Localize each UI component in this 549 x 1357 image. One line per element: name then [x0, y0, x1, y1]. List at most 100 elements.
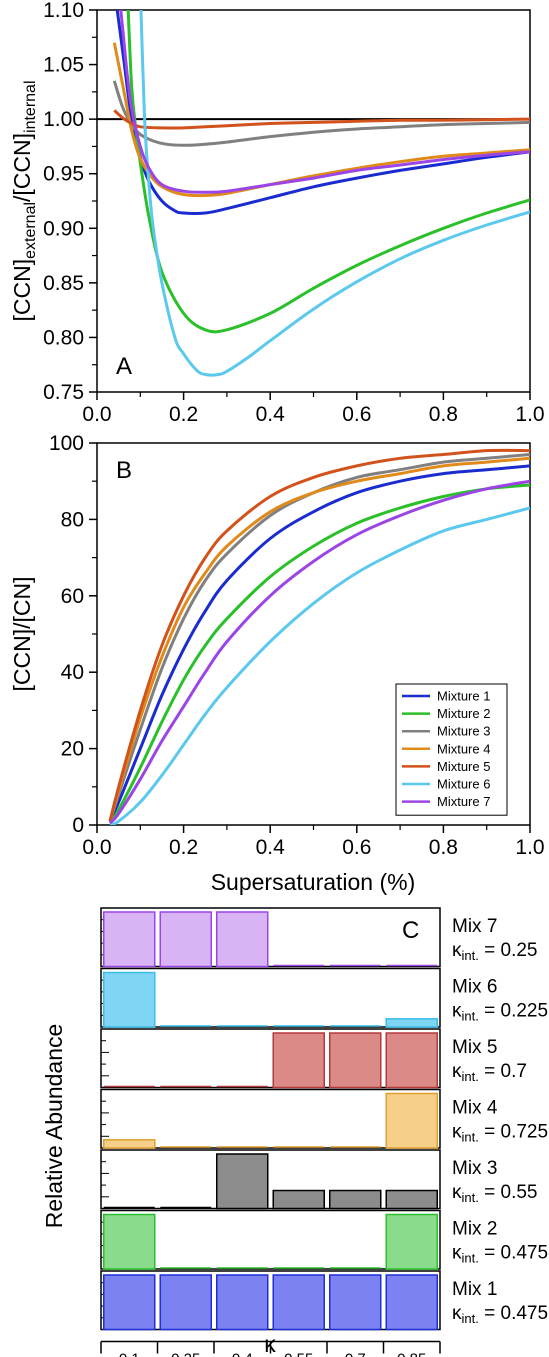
- legend-label: Mixture 2: [437, 706, 490, 721]
- series-line-1: [108, 464, 530, 822]
- bar: [103, 971, 156, 1028]
- y-tick-label: 40: [61, 661, 84, 684]
- mix-name: Mix 1: [452, 1279, 497, 1300]
- mix-kappa: κint. = 0.475: [452, 1243, 548, 1266]
- y-tick-label: 0.75: [43, 381, 84, 404]
- bar: [216, 1153, 269, 1210]
- mix-kappa: κint. = 0.475: [452, 1303, 548, 1326]
- panel-c-chart: Mix 7 κint. = 0.25 Mix 6 κint. = 0.225 Mix 5…: [41, 907, 548, 1357]
- y-tick-label: 1.05: [43, 54, 84, 77]
- mix-name: Mix 2: [452, 1219, 497, 1240]
- c-x-tick-label: 0.1: [119, 1351, 140, 1357]
- series-line-6: [139, 10, 530, 377]
- y-tick-label: 0: [72, 814, 84, 837]
- mix-kappa: κint. = 0.55: [452, 1182, 537, 1205]
- panel-b-chart: B 0.0 0.2 0.4 0.6 0.8 1.0 0 20 40 60 80 100 [CCN]/[…: [9, 432, 545, 895]
- row-mix-7: Mix 7 κint. = 0.25: [100, 907, 537, 968]
- bar: [103, 1274, 156, 1331]
- row-mix-5: Mix 5 κint. = 0.7: [100, 1028, 527, 1089]
- bar: [272, 1274, 325, 1331]
- series-line-4: [112, 42, 530, 198]
- bar: [385, 1032, 438, 1089]
- panel-b-letter: B: [116, 457, 132, 484]
- x-tick-label: 0.8: [429, 403, 458, 426]
- row-frame: [100, 967, 441, 1028]
- panel-a-letter: A: [116, 353, 132, 380]
- row-frame: [100, 1149, 441, 1210]
- x-tick-label: 0.0: [82, 403, 111, 426]
- bar: [272, 1032, 325, 1089]
- panel-b-x-axis-title: Supersaturation (%): [211, 869, 416, 895]
- y-tick-label: 60: [61, 585, 84, 608]
- series-line-5: [108, 448, 530, 822]
- row-frame: [100, 1270, 441, 1331]
- panel-a-chart: A 0.0 0.2 0.4 0.6 0.8 1.0 0.75 0.80 0.85 0.90 0.95…: [9, 0, 545, 426]
- row-mix-2: Mix 2 κint. = 0.475: [100, 1209, 548, 1270]
- y-tick-label: 0.95: [43, 163, 84, 186]
- bar: [103, 911, 156, 968]
- bar: [216, 1274, 269, 1331]
- y-tick-label: 0.85: [43, 272, 84, 295]
- x-tick-label: 1.0: [515, 403, 544, 426]
- y-tick-label: 100: [49, 432, 84, 455]
- bar: [159, 1274, 212, 1331]
- series-line-1: [115, 10, 530, 215]
- x-tick-label: 1.0: [515, 836, 544, 859]
- y-tick-label: 20: [61, 738, 84, 761]
- y-tick-label: 1.10: [43, 0, 84, 22]
- bar: [329, 1189, 382, 1210]
- row-frame: [100, 1088, 441, 1149]
- mix-name: Mix 5: [452, 1037, 497, 1058]
- row-frame: [100, 1209, 441, 1270]
- mix-name: Mix 7: [452, 916, 497, 937]
- series-line-2: [108, 483, 530, 824]
- legend-label: Mixture 7: [437, 794, 490, 809]
- x-tick-label: 0.2: [169, 403, 198, 426]
- panel-c-letter: C: [402, 917, 419, 944]
- legend-label: Mixture 3: [437, 724, 490, 739]
- series-line-7: [119, 10, 530, 194]
- row-mix-6: Mix 6 κint. = 0.225: [100, 967, 548, 1028]
- x-tick-label: 0.4: [256, 403, 286, 426]
- panel-a-y-axis-title: [CCN]external/[CCN]internal: [9, 80, 39, 321]
- series-line-3: [112, 80, 530, 147]
- bar: [216, 911, 269, 968]
- row-mix-1: Mix 1 κint. = 0.475: [100, 1270, 548, 1331]
- mix-kappa: κint. = 0.225: [452, 1001, 548, 1024]
- legend-label: Mixture 5: [437, 759, 490, 774]
- bar: [329, 1274, 382, 1331]
- c-x-tick-label: 0.55: [284, 1351, 313, 1357]
- mix-name: Mix 6: [452, 977, 497, 998]
- x-tick-label: 0.4: [256, 836, 286, 859]
- legend-label: Mixture 4: [437, 741, 490, 756]
- bar: [103, 1139, 156, 1149]
- row-frame: [100, 1028, 441, 1089]
- row-frame: [100, 907, 441, 968]
- panel-c-y-axis-title: Relative Abundance: [41, 1024, 67, 1229]
- mix-kappa: κint. = 0.725: [452, 1122, 548, 1145]
- panel-c-x-axis-title: κ: [264, 1331, 276, 1357]
- series-line-2: [126, 10, 530, 334]
- bar: [385, 1018, 438, 1028]
- mix-kappa: κint. = 0.7: [452, 1061, 527, 1084]
- legend-label: Mixture 6: [437, 777, 490, 792]
- bar: [385, 1274, 438, 1331]
- x-tick-label: 0.8: [429, 836, 458, 859]
- y-tick-label: 1.00: [43, 108, 84, 131]
- panel-b-legend: Mixture 1 Mixture 2 Mixture 3 Mixture 4 Mixt…: [395, 683, 508, 816]
- x-tick-label: 0.0: [82, 836, 111, 859]
- y-tick-label: 0.90: [43, 217, 84, 240]
- series-line-3: [108, 453, 530, 822]
- series-line-4: [108, 456, 530, 822]
- bar: [385, 1092, 438, 1149]
- c-x-tick-label: 0.85: [397, 1351, 426, 1357]
- mix-name: Mix 4: [452, 1098, 498, 1119]
- mix-kappa: κint. = 0.25: [452, 940, 537, 963]
- series-line-7: [108, 479, 530, 825]
- mix-name: Mix 3: [452, 1158, 497, 1179]
- legend-label: Mixture 1: [437, 689, 490, 704]
- c-x-tick-label: 0.4: [232, 1351, 253, 1357]
- c-x-tick-label: 0.25: [171, 1351, 200, 1357]
- bar: [103, 1213, 156, 1270]
